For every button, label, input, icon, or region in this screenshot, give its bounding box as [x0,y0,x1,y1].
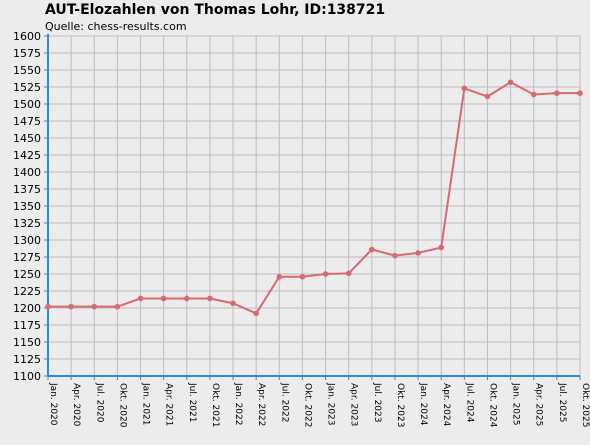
x-tick-label: Apr. 2024 [441,383,451,427]
data-point [577,90,583,96]
x-tick-label: Jan. 2020 [48,382,58,426]
x-tick-label: Apr. 2022 [256,383,266,426]
data-point [438,244,445,251]
x-tick-label: Jan. 2025 [511,382,521,426]
data-point [507,79,514,86]
y-tick-label: 1475 [13,115,41,128]
y-tick-label: 1450 [13,132,41,145]
y-tick-label: 1200 [13,302,41,315]
data-point [484,93,491,100]
x-tick-label: Jan. 2023 [326,382,336,426]
chart-subtitle: Quelle: chess-results.com [45,20,187,33]
y-tick-labels: 1100 1125 1150 1175 1200 1225 1250 1275 1300 1325… [13,30,41,383]
y-tick-label: 1125 [13,353,41,366]
data-point [276,273,283,280]
x-tick-label: Jan. 2024 [418,382,428,426]
data-points [45,79,583,317]
y-tick-label: 1325 [13,217,41,230]
x-tick-label: Jul. 2022 [279,382,289,423]
x-tick-label: Jan. 2022 [233,382,243,426]
x-tick-label: Okt. 2020 [117,383,127,428]
data-point [554,90,560,96]
y-tick-label: 1575 [13,47,41,60]
data-point [415,250,421,256]
x-tick-label: Jul. 2023 [372,382,382,423]
x-tick-label: Jul. 2025 [557,382,567,423]
y-tick-label: 1375 [13,183,41,196]
data-point [322,271,329,277]
data-point [530,91,537,98]
data-point [461,85,468,92]
x-tick-label: Okt. 2023 [395,383,405,427]
y-tick-label: 1600 [13,30,41,43]
data-point [183,295,190,302]
data-point [253,310,259,317]
data-point [68,303,74,310]
data-point [45,303,51,310]
data-point [114,303,121,310]
elo-series-line [48,81,580,315]
y-tick-label: 1100 [13,370,41,383]
y-tick-label: 1500 [13,98,41,111]
data-point [345,270,352,277]
y-tick-label: 1425 [13,149,41,162]
data-point [207,295,213,302]
y-tick-label: 1250 [13,268,41,281]
x-tick-label: Okt. 2025 [580,383,590,427]
axes [44,34,581,380]
y-tick-label: 1150 [13,336,41,349]
data-point [230,300,236,307]
data-point [160,295,167,302]
x-tick-label: Jan. 2021 [141,382,151,426]
data-point [91,303,98,310]
data-point [299,273,306,280]
data-point [369,246,375,253]
y-tick-label: 1275 [13,251,41,264]
x-tick-label: Okt. 2022 [302,383,312,427]
y-tick-label: 1300 [13,234,41,247]
chart-title: AUT-Elozahlen von Thomas Lohr, ID:138721 [45,2,386,18]
x-tick-label: Okt. 2024 [487,383,497,428]
y-tick-label: 1225 [13,285,41,298]
y-tick-label: 1175 [13,319,41,332]
x-tick-label: Okt. 2021 [210,383,220,427]
y-tick-label: 1525 [13,81,41,94]
x-tick-label: Apr. 2021 [164,383,174,426]
data-point [137,295,144,302]
y-tick-label: 1350 [13,200,41,213]
x-tick-label: Apr. 2023 [349,383,359,426]
x-tick-label: Apr. 2020 [71,383,81,427]
x-tick-label: Jul. 2024 [464,382,474,423]
x-tick-label: Jul. 2021 [187,382,197,423]
grid-lines [47,35,581,377]
x-tick-labels: Jan. 2020 Apr. 2020 Jul. 2020 Okt. 2020 Jan.… [48,382,590,428]
x-tick-label: Apr. 2025 [534,383,544,426]
data-point [392,252,398,259]
x-tick-label: Jul. 2020 [94,382,104,423]
series-line [48,81,580,315]
y-tick-label: 1400 [13,166,41,179]
y-tick-label: 1550 [13,64,41,77]
